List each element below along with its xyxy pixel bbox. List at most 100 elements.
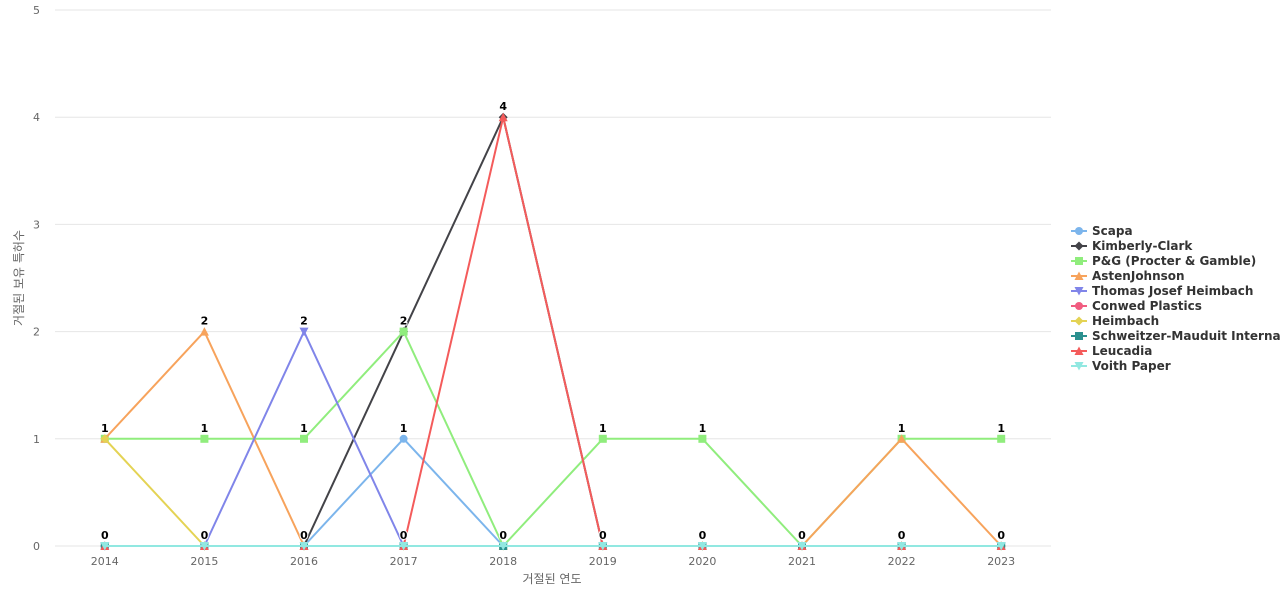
legend-marker xyxy=(1074,346,1084,355)
y-tick-label: 0 xyxy=(33,540,40,553)
data-point-marker xyxy=(100,434,110,444)
data-point-marker xyxy=(598,434,607,443)
data-label: 2 xyxy=(300,315,308,328)
x-tick-label: 2014 xyxy=(91,555,119,568)
data-label: 0 xyxy=(300,529,308,542)
legend-marker xyxy=(1075,332,1083,340)
data-point-marker xyxy=(299,327,309,337)
legend-label: Scapa xyxy=(1092,224,1133,238)
data-point-marker xyxy=(399,434,408,443)
data-point-marker xyxy=(797,542,807,551)
data-point-marker xyxy=(897,434,907,443)
x-tick-label: 2015 xyxy=(190,555,218,568)
legend-item[interactable]: Heimbach xyxy=(1071,314,1159,328)
data-point-marker xyxy=(996,542,1006,551)
data-label: 1 xyxy=(300,422,308,435)
legend-label: P&G (Procter & Gamble) xyxy=(1092,254,1256,268)
data-point-marker xyxy=(997,434,1006,443)
legend-label: Schweitzer-Mauduit Internat... xyxy=(1092,329,1280,343)
data-label: 1 xyxy=(898,422,906,435)
data-label: 1 xyxy=(997,422,1005,435)
data-point-marker xyxy=(697,542,707,551)
y-tick-label: 4 xyxy=(33,111,40,124)
x-tick-label: 2022 xyxy=(888,555,916,568)
legend-marker xyxy=(1075,302,1083,310)
data-label: 0 xyxy=(898,529,906,542)
legend-marker xyxy=(1074,287,1084,296)
legend-marker xyxy=(1074,316,1084,326)
x-tick-label: 2021 xyxy=(788,555,816,568)
legend-marker xyxy=(1074,362,1084,371)
data-label: 0 xyxy=(499,529,507,542)
x-tick-label: 2016 xyxy=(290,555,318,568)
series-voith-paper[interactable] xyxy=(100,542,1006,551)
data-point-marker xyxy=(897,542,907,551)
data-label: 1 xyxy=(201,422,209,435)
data-point-marker xyxy=(199,327,209,336)
data-label-layer: 1 0 2 1 0 2 1 0 2 1 0 4 0 1 0 1 0 0 1 0 1 0 xyxy=(100,99,1006,543)
legend-label: Voith Paper xyxy=(1092,359,1171,373)
data-label: 0 xyxy=(201,529,209,542)
data-label: 1 xyxy=(699,422,707,435)
legend-marker xyxy=(1074,241,1084,251)
legend-label: Heimbach xyxy=(1092,314,1159,328)
legend-item[interactable]: Voith Paper xyxy=(1071,359,1171,373)
data-point-marker xyxy=(199,542,209,551)
y-tick-label: 3 xyxy=(33,218,40,231)
legend-label: AstenJohnson xyxy=(1092,269,1185,283)
data-label: 1 xyxy=(400,422,408,435)
series-layer xyxy=(100,112,1006,551)
data-label: 2 xyxy=(400,315,408,328)
data-point-marker xyxy=(299,542,309,551)
axis-layer: 거절된 연도 거절된 보유 특허수 xyxy=(12,230,582,586)
data-label: 1 xyxy=(599,422,607,435)
legend-marker xyxy=(1074,271,1084,280)
x-tick-label: 2020 xyxy=(688,555,716,568)
data-label: 0 xyxy=(798,529,806,542)
legend-marker xyxy=(1075,227,1083,235)
legend-item[interactable]: Schweitzer-Mauduit Internat... xyxy=(1071,329,1280,343)
data-label: 2 xyxy=(201,315,209,328)
legend-label: Conwed Plastics xyxy=(1092,299,1202,313)
y-tick-label: 1 xyxy=(33,433,40,446)
data-point-marker xyxy=(598,542,608,551)
legend-item[interactable]: Kimberly-Clark xyxy=(1071,239,1193,253)
data-point-marker xyxy=(698,434,707,443)
data-point-marker xyxy=(399,542,409,551)
data-point-marker xyxy=(498,112,508,122)
data-label: 0 xyxy=(400,529,408,542)
legend-item[interactable]: Leucadia xyxy=(1071,344,1152,358)
data-point-marker xyxy=(399,327,408,336)
y-tick-label: 2 xyxy=(33,326,40,339)
data-point-marker xyxy=(200,434,209,443)
legend-item[interactable]: Conwed Plastics xyxy=(1071,299,1202,313)
data-label: 1 xyxy=(101,422,109,435)
x-tick-label: 2018 xyxy=(489,555,517,568)
data-point-marker xyxy=(498,542,508,551)
x-tick-label: 2023 xyxy=(987,555,1015,568)
data-label: 0 xyxy=(699,529,707,542)
legend-label: Thomas Josef Heimbach xyxy=(1092,284,1253,298)
legend-item[interactable]: Thomas Josef Heimbach xyxy=(1071,284,1253,298)
legend-item[interactable]: Scapa xyxy=(1071,224,1133,238)
data-point-marker xyxy=(100,542,110,551)
data-label: 0 xyxy=(101,529,109,542)
legend-item[interactable]: AstenJohnson xyxy=(1071,269,1185,283)
data-label: 0 xyxy=(599,529,607,542)
legend-item[interactable]: P&G (Procter & Gamble) xyxy=(1071,254,1256,268)
legend-marker xyxy=(1075,257,1083,265)
x-axis-title: 거절된 연도 xyxy=(522,572,581,586)
data-label: 0 xyxy=(997,529,1005,542)
x-tick-label: 2017 xyxy=(390,555,418,568)
x-tick-label: 2019 xyxy=(589,555,617,568)
legend-label: Leucadia xyxy=(1092,344,1152,358)
legend-label: Kimberly-Clark xyxy=(1092,239,1193,253)
y-tick-label: 5 xyxy=(33,4,40,17)
data-point-marker xyxy=(300,434,308,443)
y-axis-title: 거절된 보유 특허수 xyxy=(12,230,26,326)
data-label: 4 xyxy=(499,100,507,113)
